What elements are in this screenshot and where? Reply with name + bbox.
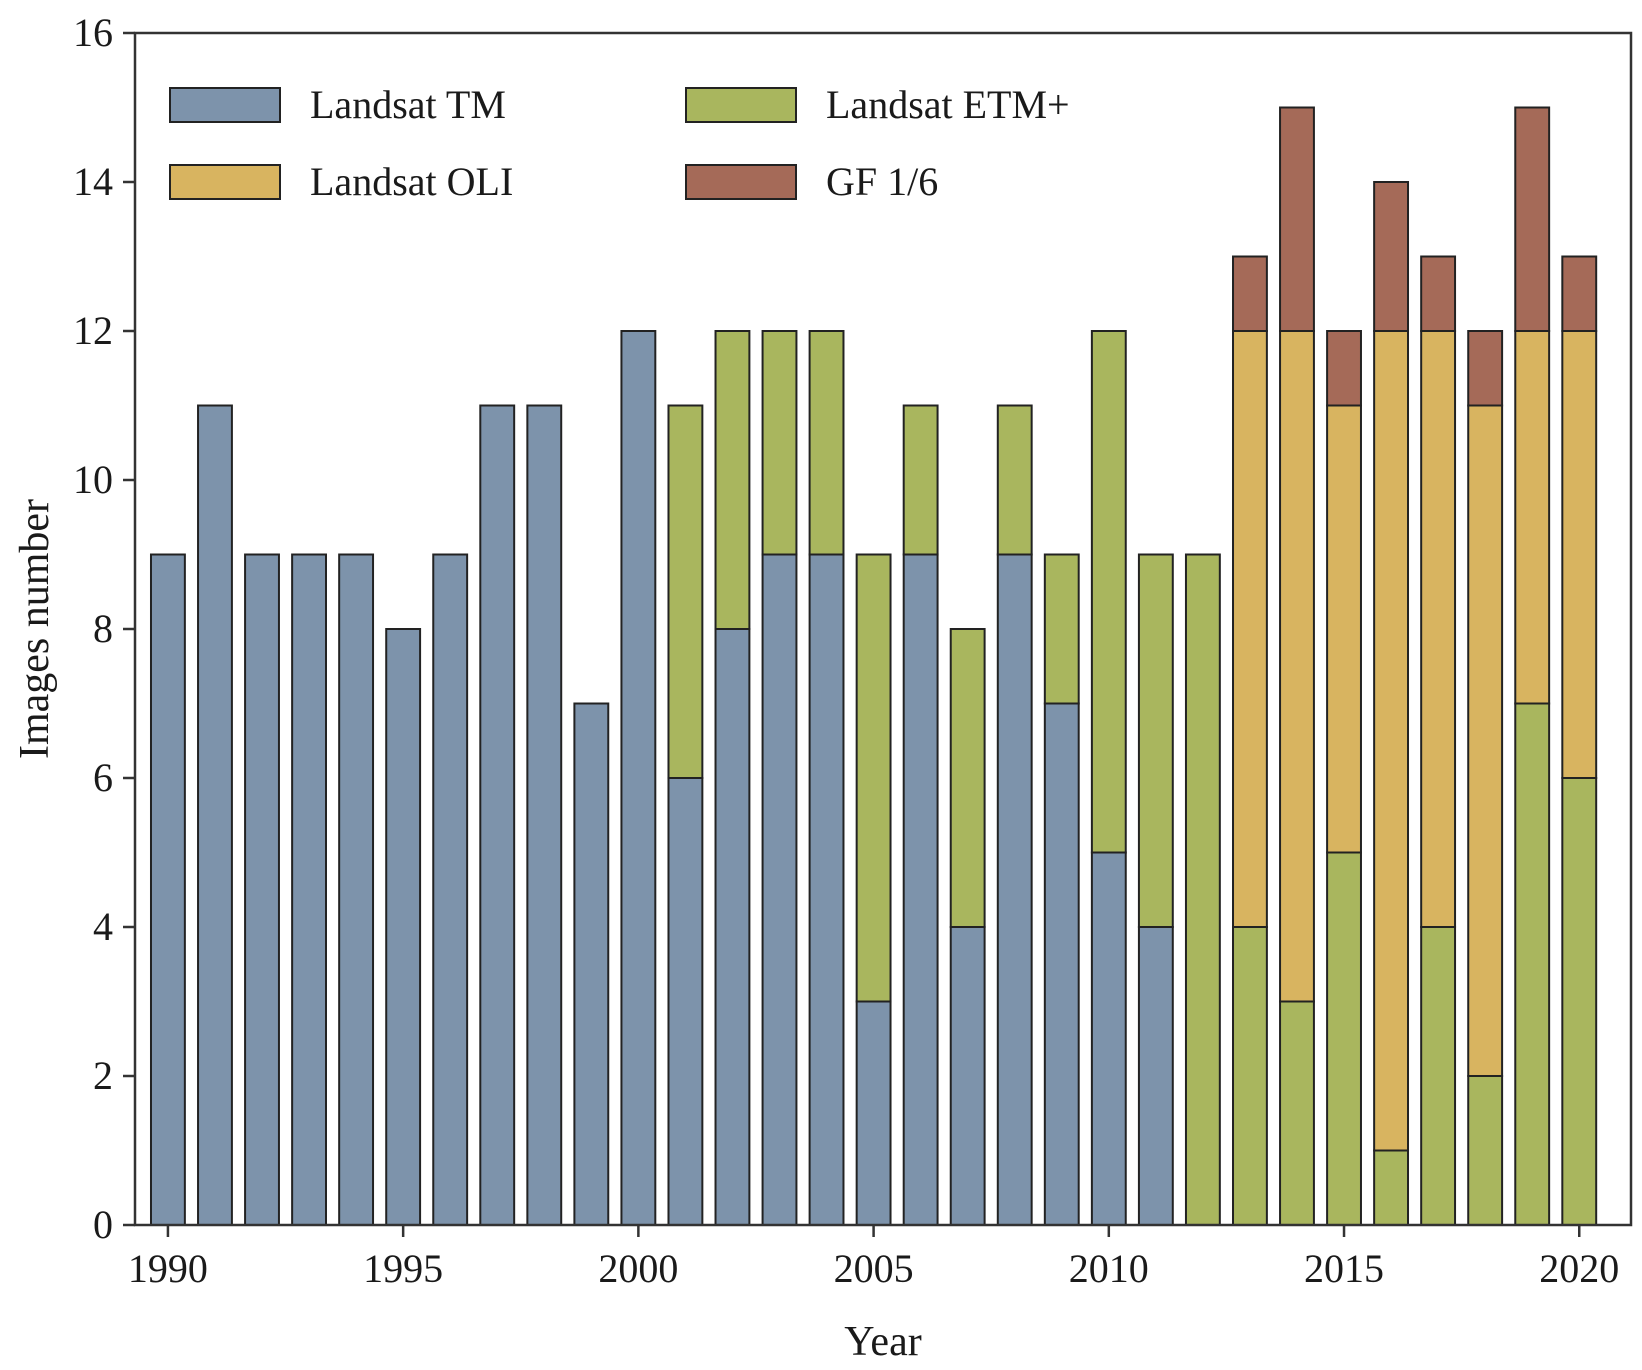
bar-2009-landsat-etm- [1043,553,1080,705]
bar-1991-landsat-tm [197,404,233,1226]
bar-2004-landsat-etm- [808,330,845,556]
bar-1994-landsat-tm [338,553,375,1226]
bar-2019-landsat-oli [1514,330,1551,705]
bar-1999-landsat-tm [573,702,610,1226]
bar-1995-landsat-tm [385,628,422,1226]
bar-2017-gf-1-6 [1420,255,1457,332]
bar-2007-landsat-etm- [949,628,986,928]
y-tick-label: 4 [93,904,113,949]
bar-2013-gf-1-6 [1232,255,1268,332]
bar-1998-landsat-tm [526,404,563,1226]
y-tick-label: 14 [73,159,113,204]
bar-2006-landsat-tm [902,553,939,1226]
x-tick-label: 2005 [834,1246,914,1291]
bar-2014-landsat-etm- [1279,1000,1315,1226]
legend-label: Landsat ETM+ [826,82,1070,127]
bar-2005-landsat-etm- [855,553,892,1003]
bar-1993-landsat-tm [291,553,328,1226]
bar-2009-landsat-tm [1043,702,1080,1226]
x-tick-label: 2015 [1304,1246,1384,1291]
legend-swatch [685,87,797,123]
bar-1990-landsat-tm [149,553,186,1226]
bar-2000-landsat-tm [620,330,657,1226]
bar-2020-landsat-oli [1561,330,1598,779]
y-tick-label: 10 [73,457,113,502]
bar-2012-landsat-etm- [1184,553,1221,1226]
bar-2011-landsat-etm- [1137,553,1174,928]
bar-2003-landsat-etm- [761,330,798,556]
axes-layer: 0 2 4 6 8 10 12 14 16 1990 1995 2000 2005 2010 2015 202… [73,10,1619,1291]
bar-2017-landsat-oli [1420,330,1457,928]
bar-2011-landsat-tm [1137,926,1174,1226]
y-tick-label: 8 [93,606,113,651]
y-axis-title: Images number [12,499,58,759]
bar-2002-landsat-tm [714,628,751,1226]
bar-2001-landsat-tm [667,777,704,1226]
legend-label: Landsat OLI [310,159,513,204]
bar-2008-landsat-etm- [996,404,1033,556]
bar-2007-landsat-tm [949,926,986,1226]
y-tick-label: 16 [73,10,113,55]
bar-2006-landsat-etm- [902,404,939,556]
y-tick-label: 0 [93,1202,113,1247]
bar-2019-gf-1-6 [1514,106,1551,332]
bar-2015-landsat-oli [1326,404,1362,854]
x-tick-label: 1990 [128,1246,208,1291]
bar-2010-landsat-tm [1090,851,1127,1226]
bar-1997-landsat-tm [479,404,516,1226]
bar-2010-landsat-etm- [1090,330,1127,854]
bar-2016-gf-1-6 [1373,181,1410,332]
y-tick-label: 2 [93,1053,113,1098]
bar-2013-landsat-oli [1232,330,1268,928]
bar-2018-landsat-etm- [1467,1075,1504,1226]
bar-2013-landsat-etm- [1232,926,1268,1226]
bar-1992-landsat-tm [244,553,280,1226]
bar-2016-landsat-oli [1373,330,1410,1152]
legend-swatch [169,164,281,200]
bar-2003-landsat-tm [761,553,798,1226]
bar-2020-landsat-etm- [1561,777,1598,1226]
bar-2015-landsat-etm- [1326,851,1362,1226]
legend-label: Landsat TM [310,82,506,127]
bar-2014-landsat-oli [1279,330,1315,1003]
bar-2001-landsat-etm- [667,404,704,779]
bar-2014-gf-1-6 [1279,106,1315,332]
bar-2018-landsat-oli [1467,404,1504,1077]
legend: Landsat TM Landsat ETM+ Landsat OLI GF 1/6 [169,82,1070,204]
bar-2004-landsat-tm [808,553,845,1226]
bar-1996-landsat-tm [432,553,469,1226]
bar-2015-gf-1-6 [1326,330,1362,407]
x-tick-label: 2020 [1539,1246,1619,1291]
legend-label: GF 1/6 [826,159,938,204]
x-tick-label: 2010 [1069,1246,1149,1291]
bar-2017-landsat-etm- [1420,926,1457,1226]
bar-2020-gf-1-6 [1561,255,1598,332]
bar-2005-landsat-tm [855,1000,892,1226]
legend-swatch [685,164,797,200]
bars-layer [149,106,1598,1226]
bar-2002-landsat-etm- [714,330,751,630]
x-axis-title: Year [844,1319,921,1365]
bar-2018-gf-1-6 [1467,330,1504,407]
bar-2019-landsat-etm- [1514,702,1551,1226]
bar-2008-landsat-tm [996,553,1033,1226]
y-tick-label: 6 [93,755,113,800]
x-tick-label: 2000 [598,1246,678,1291]
bar-2016-landsat-etm- [1373,1149,1410,1226]
x-tick-label: 1995 [363,1246,443,1291]
y-tick-label: 12 [73,308,113,353]
legend-swatch [169,87,281,123]
